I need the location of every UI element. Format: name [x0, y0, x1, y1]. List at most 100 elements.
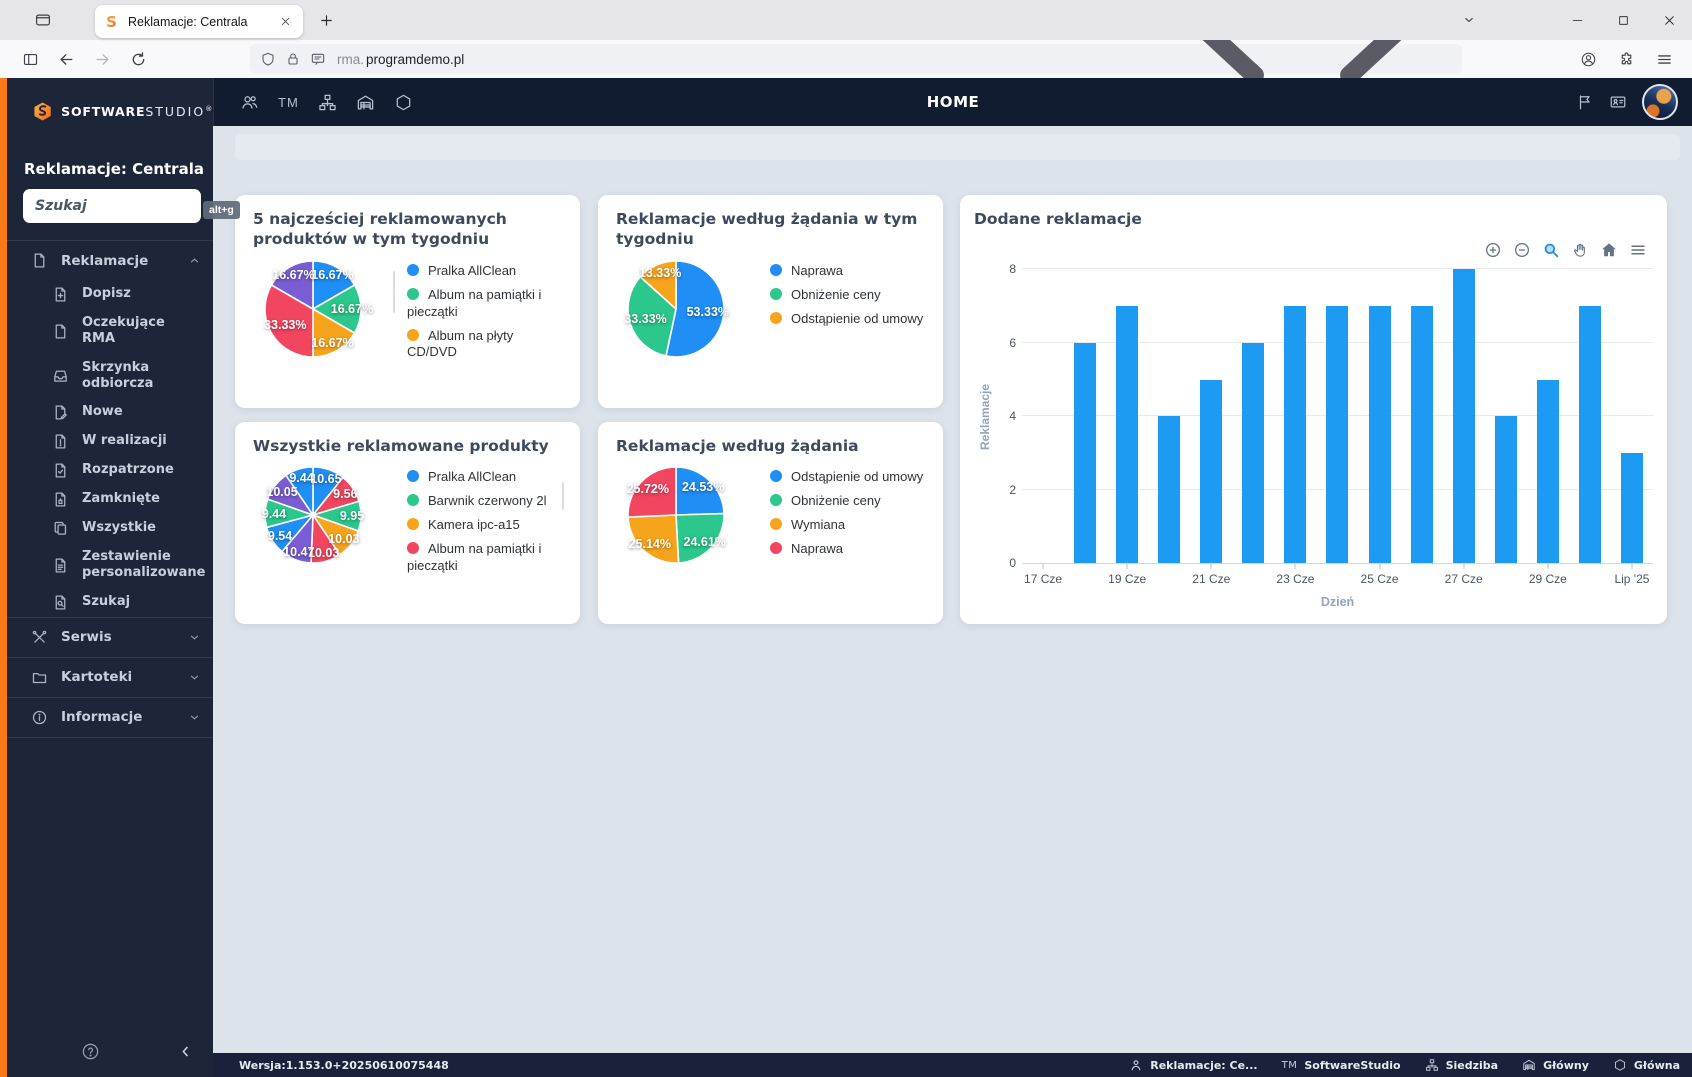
pie-slice[interactable] [639, 260, 677, 310]
maximize-button[interactable] [1600, 0, 1646, 40]
pie-slice[interactable] [627, 466, 677, 519]
browser-tab[interactable]: S Reklamacje: Centrala [95, 5, 303, 38]
bar[interactable] [1200, 379, 1223, 564]
pie-slice[interactable] [627, 275, 677, 357]
bar[interactable] [1620, 453, 1643, 564]
legend-item[interactable]: Obniżenie ceny [770, 287, 925, 304]
legend-scrollbar[interactable] [393, 271, 395, 313]
pie-slice[interactable] [285, 466, 314, 517]
sidebar-item-zestawienie-personalizowane[interactable]: Zestawienie personalizowane [7, 543, 213, 588]
account-button[interactable] [1572, 44, 1604, 74]
sidebar-item-zamkniete[interactable]: Zamknięte [7, 485, 213, 514]
sidebar-section-reklamacje[interactable]: Reklamacje [7, 241, 213, 280]
home-icon[interactable] [1600, 241, 1618, 259]
zoom-in-icon[interactable] [1484, 241, 1502, 259]
bar-plot-area[interactable] [1022, 268, 1653, 565]
sidebar-item-nowe[interactable]: Nowe [7, 398, 213, 427]
flag-icon[interactable] [1576, 93, 1594, 111]
sitemap-icon[interactable] [318, 93, 337, 112]
legend-item[interactable]: Naprawa [770, 541, 925, 558]
bar[interactable] [1116, 306, 1139, 564]
bar[interactable] [1494, 416, 1517, 564]
forward-button[interactable] [86, 44, 118, 74]
pie-slice[interactable] [665, 260, 725, 358]
sidebar-section-informacje[interactable]: Informacje [7, 698, 213, 737]
bar[interactable] [1284, 306, 1307, 564]
url-bar[interactable]: rma. programdemo.pl [250, 0, 1462, 151]
legend-item[interactable]: Odstąpienie od umowy [770, 311, 925, 328]
pie-chart[interactable]: 53.33% 33.33% 13.33% [624, 259, 729, 359]
zoom-out-icon[interactable] [1513, 241, 1531, 259]
reload-button[interactable] [122, 44, 154, 74]
bar[interactable] [1074, 342, 1097, 564]
lock-icon[interactable] [285, 51, 301, 67]
users-icon[interactable] [240, 93, 259, 112]
pie-slice[interactable] [312, 284, 362, 334]
bar[interactable] [1326, 306, 1349, 564]
sidebar-item-dopisz[interactable]: Dopisz [7, 280, 213, 309]
bar[interactable] [1578, 306, 1601, 564]
legend-item[interactable]: Naprawa [770, 263, 925, 280]
user-avatar[interactable] [1642, 84, 1678, 120]
back-button[interactable] [50, 44, 82, 74]
sidebar-item-szukaj[interactable]: Szukaj [7, 588, 213, 617]
legend-scrollbar[interactable] [562, 482, 564, 510]
legend-item[interactable]: Kamera ipc-a15 [407, 517, 562, 534]
statusbar-item-reklamacje-ce[interactable]: Reklamacje: Ce... [1129, 1058, 1258, 1072]
menu-bars-icon[interactable] [1629, 241, 1647, 259]
sidebar-section-kartoteki[interactable]: Kartoteki [7, 658, 213, 697]
pie-slice[interactable] [312, 260, 356, 310]
sidebar-item-rozpatrzone[interactable]: Rozpatrzone [7, 456, 213, 485]
pie-slice[interactable] [312, 308, 356, 358]
collapse-sidebar-icon[interactable] [178, 1044, 193, 1059]
sidebar-toggle-button[interactable] [14, 44, 46, 74]
pie-slice[interactable] [270, 260, 314, 310]
sidebar-section-serwis[interactable]: Serwis [7, 618, 213, 657]
shield-icon[interactable] [260, 51, 276, 67]
bar[interactable] [1242, 342, 1265, 564]
pie-slice[interactable] [675, 466, 725, 517]
pie-slice[interactable] [675, 513, 725, 565]
statusbar-item-siedziba[interactable]: Siedziba [1425, 1058, 1498, 1072]
brand-logo[interactable]: SOFTWARESTUDIO® [7, 78, 213, 130]
legend-item[interactable]: Obniżenie ceny [770, 493, 925, 510]
legend-item[interactable]: Album na pamiątki i pieczątki [407, 287, 562, 321]
pie-slice[interactable] [627, 514, 680, 565]
new-tab-button[interactable] [311, 5, 341, 35]
legend-item[interactable]: Odstąpienie od umowy [770, 469, 925, 486]
contact-card-icon[interactable] [1609, 93, 1627, 111]
box-zoom-icon[interactable] [1542, 241, 1560, 259]
bar[interactable] [1536, 379, 1559, 564]
statusbar-item-softwarestudio[interactable]: TM SoftwareStudio [1282, 1059, 1401, 1072]
warehouse-icon[interactable] [356, 93, 375, 112]
sidebar-item-oczekujace-rma[interactable]: Oczekujące RMA [7, 309, 213, 354]
legend-item[interactable]: Pralka AllClean [407, 469, 562, 486]
page-notes-icon[interactable] [310, 51, 326, 67]
pan-icon[interactable] [1571, 241, 1589, 259]
close-window-button[interactable] [1646, 0, 1692, 40]
hexagon-icon[interactable] [394, 93, 413, 112]
bar[interactable] [1452, 269, 1475, 564]
sidebar-search-input[interactable] [23, 189, 201, 223]
bar[interactable] [1368, 306, 1391, 564]
minimize-button[interactable] [1554, 0, 1600, 40]
legend-item[interactable]: Pralka AllClean [407, 263, 562, 280]
tab-close-button[interactable] [275, 12, 295, 32]
legend-item[interactable]: Album na płyty CD/DVD [407, 328, 562, 362]
list-tabs-button[interactable] [1452, 5, 1486, 35]
legend-item[interactable]: Barwnik czerwony 2l [407, 493, 562, 510]
legend-item[interactable]: Album na pamiątki i pieczątki [407, 541, 562, 575]
statusbar-item-glowny[interactable]: Główny [1522, 1058, 1589, 1072]
firefox-view-button[interactable] [26, 5, 60, 35]
app-menu-button[interactable] [1648, 44, 1680, 74]
bar[interactable] [1410, 306, 1433, 564]
sidebar-item-skrzynka-odbiorcza[interactable]: Skrzynka odbiorcza [7, 354, 213, 399]
statusbar-item-glowna[interactable]: Główna [1613, 1058, 1680, 1072]
pie-chart[interactable]: 24.53% 24.61% 25.14% 25.72% [626, 465, 726, 565]
sidebar-item-wszystkie[interactable]: Wszystkie [7, 514, 213, 543]
legend-item[interactable]: Wymiana [770, 517, 925, 534]
tm-label[interactable]: TM [278, 94, 299, 110]
extensions-button[interactable] [1610, 44, 1642, 74]
sidebar-item-w-realizacji[interactable]: W realizacji [7, 427, 213, 456]
pie-chart[interactable]: 16.67% 16.67% 16.67% 33.33% 16.67% [263, 259, 373, 359]
